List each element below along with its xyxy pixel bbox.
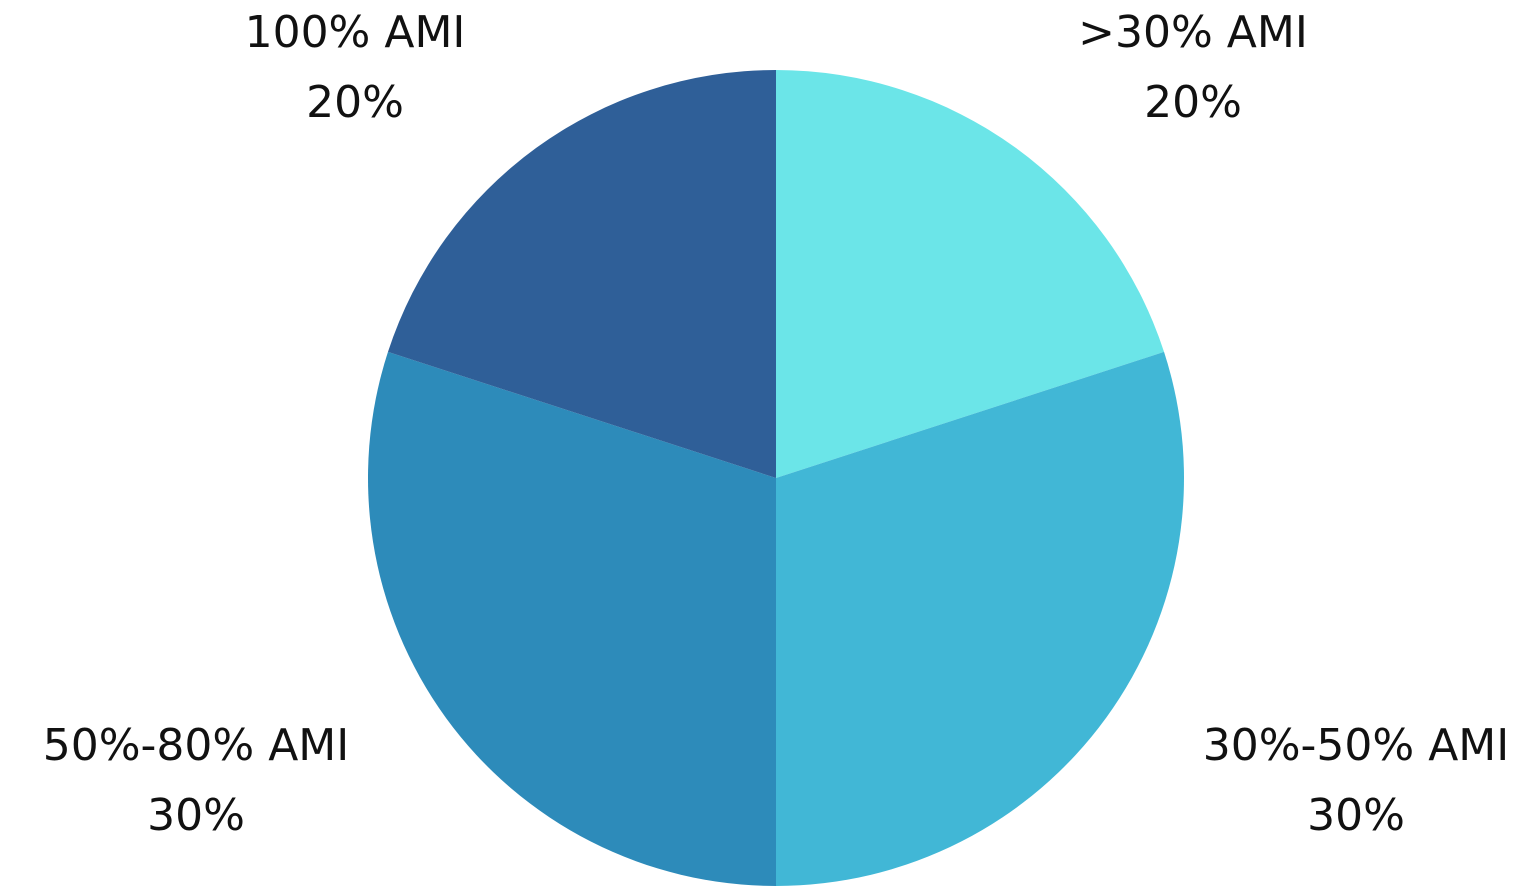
slice-label-1-value: 20%	[1144, 77, 1242, 128]
slice-label-2-value: 30%	[1307, 790, 1405, 841]
pie-slice-4	[387, 70, 776, 478]
pie-slices	[368, 70, 1184, 886]
pie-slice-1	[776, 70, 1165, 478]
slice-label-3-value: 30%	[147, 790, 245, 841]
slice-labels: >30% AMI 20% 30%-50% AMI 30% 50%-80% AMI…	[43, 7, 1510, 841]
slice-label-1-name: >30% AMI	[1078, 7, 1308, 58]
pie-slice-2	[776, 351, 1184, 886]
slice-label-4-value: 20%	[306, 77, 404, 128]
slice-label-4-name: 100% AMI	[245, 7, 466, 58]
slice-label-2-name: 30%-50% AMI	[1203, 720, 1510, 771]
pie-slice-3	[368, 351, 776, 886]
slice-label-3-name: 50%-80% AMI	[43, 720, 350, 771]
